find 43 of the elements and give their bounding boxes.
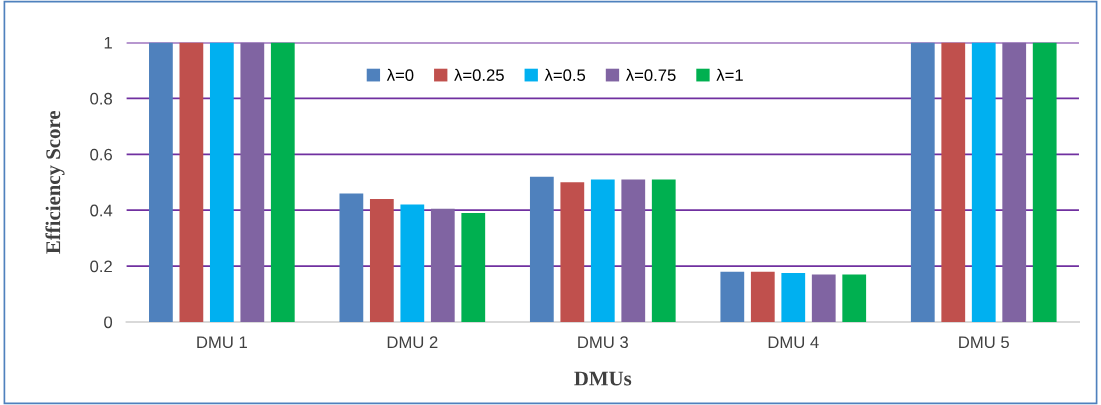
bar: [941, 42, 966, 322]
legend-label: λ=0.5: [544, 68, 586, 82]
bar: [1032, 42, 1057, 322]
bar: [621, 179, 646, 322]
legend-label: λ=1: [716, 68, 743, 81]
x-tick-label: DMU 1: [197, 336, 247, 349]
y-tick-label: 0.2: [90, 260, 112, 273]
bar: [240, 42, 265, 322]
x-axis-title: DMUs: [574, 371, 632, 386]
bar: [209, 42, 234, 322]
bar: [430, 208, 455, 322]
bar: [971, 42, 996, 322]
bar: [1002, 42, 1027, 322]
bar: [400, 204, 425, 322]
y-tick-label: 0.8: [90, 92, 112, 105]
legend-label: λ=0.25: [454, 68, 504, 82]
x-tick-label: DMU 4: [768, 336, 819, 349]
legend-label: λ=0: [386, 68, 414, 82]
x-tick-label: DMU 5: [959, 336, 1009, 349]
bar: [910, 42, 935, 322]
bar: [590, 179, 615, 322]
legend-label: λ=0.75: [625, 68, 676, 82]
bar: [369, 199, 394, 322]
bar: [461, 212, 486, 322]
y-axis-title: Efficiency Score: [45, 110, 65, 254]
bar: [560, 182, 585, 322]
bar: [270, 42, 295, 322]
x-tick-label: DMU 2: [387, 336, 438, 349]
bar: [179, 42, 204, 322]
y-tick-label: 1: [104, 37, 112, 49]
bar: [750, 271, 775, 322]
y-tick-label: 0: [104, 316, 113, 329]
bar: [651, 179, 676, 322]
bar: [842, 274, 867, 322]
x-tick-label: DMU 3: [578, 336, 628, 349]
y-tick-label: 0.4: [90, 204, 113, 217]
bar: [149, 42, 173, 322]
bar: [339, 193, 364, 322]
bar: [720, 271, 745, 322]
bar: [529, 176, 554, 322]
bar: [781, 273, 806, 322]
bar: [811, 274, 836, 322]
y-tick-label: 0.6: [90, 148, 112, 161]
